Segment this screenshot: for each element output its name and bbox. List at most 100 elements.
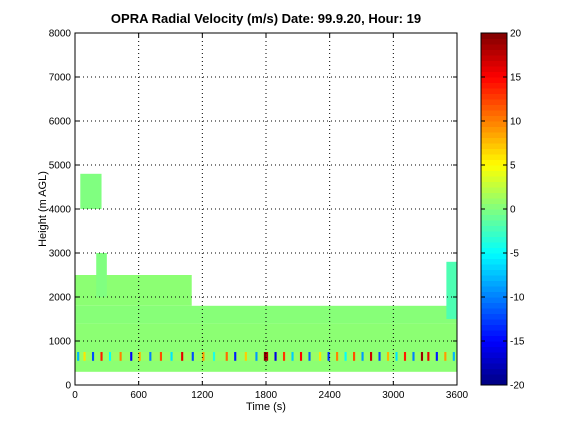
band-cell (319, 352, 322, 361)
y-tick-label: 1000 (49, 337, 72, 348)
y-tick-label: 0 (65, 381, 71, 392)
colorbar-swatch (481, 115, 507, 122)
colorbar-swatch (481, 357, 507, 364)
colorbar-ticks: 20 15 10 5 0 -5 -10 -15 -20 (481, 29, 525, 392)
colorbar-swatch (481, 346, 507, 353)
colorbar-swatch (481, 330, 507, 336)
colorbar-swatch (481, 88, 507, 94)
colorbar-swatch (481, 324, 507, 331)
y-tick-label: 5000 (49, 161, 72, 172)
y-tick-label: 3000 (49, 249, 72, 260)
band-cell (344, 352, 347, 361)
colorbar-swatch (481, 231, 507, 237)
colorbar-swatch (481, 341, 507, 347)
band-cell (83, 352, 86, 361)
colorbar-tick-label: -15 (510, 337, 525, 348)
colorbar-tick-label: 20 (510, 29, 522, 40)
band-cell (452, 352, 455, 361)
colorbar-swatch (481, 170, 507, 177)
y-axis-ticks: 0 1000 2000 3000 4000 5000 6000 7000 8000 (49, 29, 457, 392)
colorbar-tick-label: -10 (510, 293, 525, 304)
colorbar-swatch (481, 264, 507, 270)
band-cell (427, 352, 430, 361)
band-cell (308, 352, 311, 361)
colorbar-swatch (481, 198, 507, 204)
x-tick-label: 3600 (446, 390, 469, 401)
colorbar-swatch (481, 247, 507, 254)
y-tick-label: 6000 (49, 117, 72, 128)
y-tick-label: 7000 (49, 73, 72, 84)
colorbar-swatch (481, 291, 507, 298)
colorbar-swatch (481, 203, 507, 210)
colorbar-swatch (481, 137, 507, 144)
colorbar-swatch (481, 159, 507, 166)
band-cell (244, 352, 247, 361)
x-axis-label: Time (s) (246, 401, 286, 413)
band-cell (191, 352, 194, 361)
x-tick-label: 0 (72, 390, 78, 401)
band-cell (327, 352, 330, 361)
colorbar-swatch (481, 286, 507, 292)
plot-area: 0 600 1200 1800 2400 3000 3600 0 1000 2000 3000 40… (49, 29, 469, 402)
colorbar-swatch (481, 302, 507, 309)
band-cell (225, 352, 228, 361)
colorbar-swatch (481, 313, 507, 320)
data-region (75, 305, 457, 324)
colorbar-swatch (481, 121, 507, 127)
x-tick-label: 2400 (319, 390, 342, 401)
data-cells (75, 173, 457, 372)
band-cell (299, 352, 303, 361)
x-tick-label: 1200 (191, 390, 214, 401)
chart-title: OPRA Radial Velocity (m/s) Date: 99.9.20… (111, 11, 421, 26)
colorbar: 20 15 10 5 0 -5 -10 -15 -20 (480, 29, 525, 392)
colorbar-swatch (481, 379, 507, 386)
colorbar-swatch (481, 308, 507, 314)
x-tick-label: 1800 (255, 390, 278, 401)
band-cell (138, 352, 141, 361)
colorbar-swatch (481, 368, 507, 375)
band-cell (170, 352, 173, 361)
colorbar-swatch (481, 60, 507, 67)
band-cell (336, 352, 339, 361)
colorbar-tick-label: 10 (510, 117, 522, 128)
colorbar-swatch (481, 363, 507, 369)
band-cell (181, 352, 184, 361)
band-cell (130, 352, 133, 361)
band-cell (291, 352, 294, 361)
band-cell (234, 352, 237, 361)
colorbar-swatch (481, 236, 507, 243)
band-cell (91, 352, 95, 361)
data-region (80, 173, 102, 209)
colorbar-swatch (481, 269, 507, 276)
colorbar-swatch (481, 82, 507, 89)
colorbar-swatch (481, 49, 507, 56)
band-cell (202, 352, 205, 361)
band-cell (266, 352, 269, 361)
colorbar-swatch (481, 55, 507, 61)
band-cell (212, 352, 216, 361)
colorbar-swatch (481, 143, 507, 149)
band-cell (378, 352, 381, 361)
band-cell (435, 352, 438, 361)
colorbar-swatch (481, 99, 507, 105)
colorbar-tick-label: -20 (510, 381, 525, 392)
colorbar-swatch (481, 225, 507, 232)
colorbar-swatch (481, 242, 507, 248)
colorbar-swatch (481, 71, 507, 78)
y-tick-label: 8000 (49, 29, 72, 40)
band-cell (361, 352, 364, 361)
colorbar-swatch (481, 110, 507, 116)
band-cell (403, 352, 407, 361)
colorbar-swatch (481, 280, 507, 287)
band-cell (420, 352, 424, 361)
colorbar-swatch (481, 275, 507, 281)
x-tick-label: 600 (130, 390, 147, 401)
colorbar-swatch (481, 77, 507, 83)
colorbar-swatch (481, 374, 507, 380)
y-tick-label: 4000 (49, 205, 72, 216)
band-cell (100, 352, 103, 361)
colorbar-swatch (481, 154, 507, 160)
colorbar-swatch (481, 335, 507, 342)
